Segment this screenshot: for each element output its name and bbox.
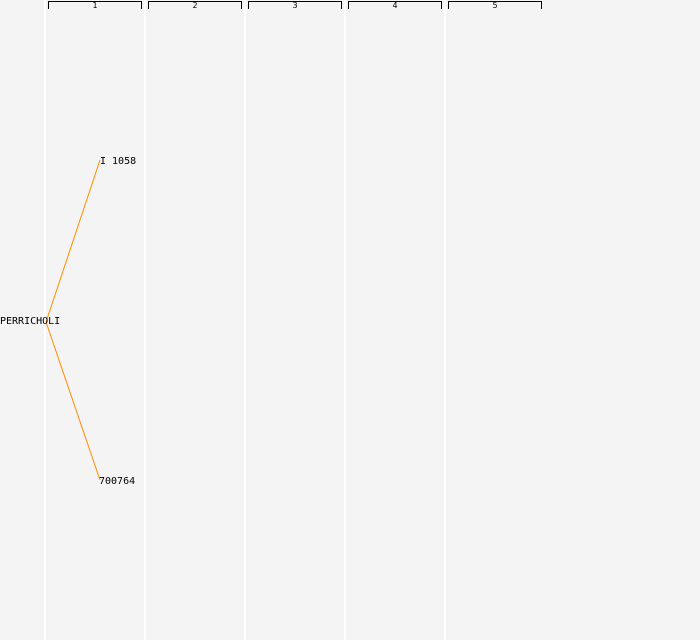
column-line-5 bbox=[444, 0, 446, 640]
column-line-3 bbox=[244, 0, 246, 640]
generation-label: 2 bbox=[192, 1, 198, 10]
generation-label: 1 bbox=[92, 1, 98, 10]
edge-root-to-dam bbox=[45, 321, 101, 481]
edge-root-to-sire bbox=[45, 159, 101, 323]
generation-header-3: 3 bbox=[248, 1, 342, 10]
generation-label: 3 bbox=[292, 1, 298, 10]
column-line-1 bbox=[44, 0, 46, 640]
parent-node-sire[interactable]: I 1058 bbox=[100, 156, 137, 167]
column-line-2 bbox=[144, 0, 146, 640]
generation-header-4: 4 bbox=[348, 1, 442, 10]
generation-label: 5 bbox=[492, 1, 498, 10]
root-node[interactable]: PERRICHOLI bbox=[0, 316, 61, 327]
parent-node-dam[interactable]: 700764 bbox=[99, 476, 136, 487]
generation-header-1: 1 bbox=[48, 1, 142, 10]
generation-header-2: 2 bbox=[148, 1, 242, 10]
column-line-4 bbox=[344, 0, 346, 640]
generation-label: 4 bbox=[392, 1, 398, 10]
generation-header-5: 5 bbox=[448, 1, 542, 10]
